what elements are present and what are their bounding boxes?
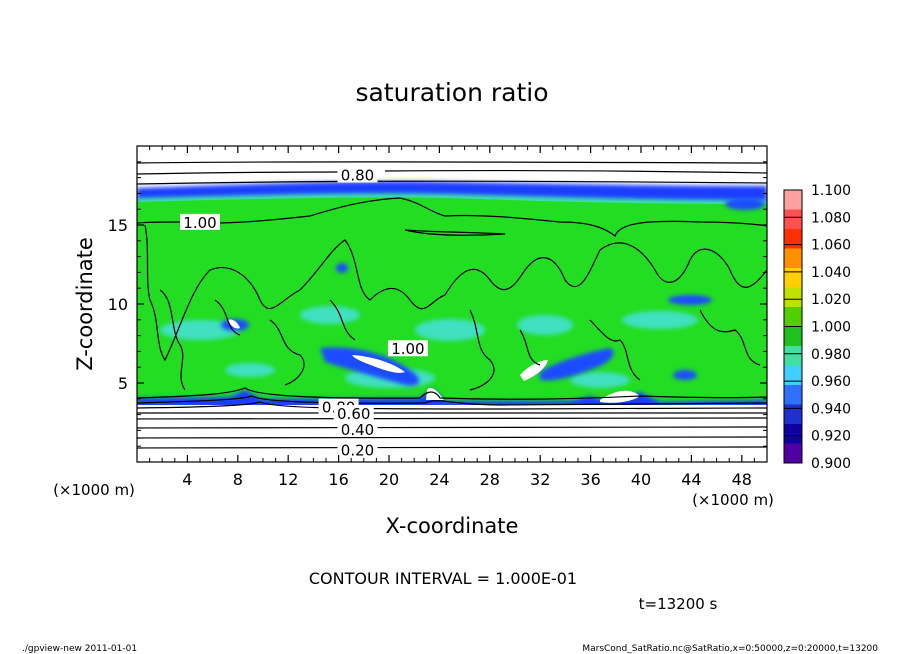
- lower-blue-band: [137, 388, 767, 408]
- contour-label-bg: [180, 213, 220, 230]
- colorbar-label: 0.920: [811, 429, 851, 445]
- colorbar-label: 0.900: [811, 456, 851, 472]
- colorbar-label: 0.960: [811, 374, 851, 390]
- x-tick-label: 44: [681, 470, 701, 489]
- colorbar-label: 0.940: [811, 401, 851, 417]
- colorbar-swatch: [784, 287, 802, 308]
- time-label: t=13200 s: [639, 595, 718, 613]
- colorbar-swatch: [784, 326, 802, 347]
- colorbar-swatch: [784, 307, 802, 327]
- x-tick-label: 28: [480, 470, 500, 489]
- contour-label: 0.60: [337, 405, 370, 423]
- z-axis: 5 10 15: [108, 161, 767, 447]
- x-tick-label: 48: [732, 470, 752, 489]
- colorbar-label: 1.000: [811, 320, 851, 336]
- chart-title: saturation ratio: [355, 78, 548, 107]
- cyan-patches: [160, 306, 698, 388]
- colorbar-swatch: [784, 190, 802, 210]
- colorbar-swatch: [784, 385, 802, 405]
- colorbar-label: 1.020: [811, 292, 851, 308]
- z-tick-label: 10: [108, 295, 128, 314]
- z-unit-label: (×1000 m): [53, 481, 135, 499]
- x-axis: 4 8 12 16 20 24 28 32 36 40 44 48: [149, 146, 755, 489]
- footer-right: MarsCond_SatRatio.nc@SatRatio,x=0:50000,…: [582, 644, 878, 654]
- contour-label-bg: [337, 420, 378, 437]
- x-tick-label: 16: [328, 470, 348, 489]
- colorbar-swatch: [784, 404, 802, 425]
- contour-lines: [137, 161, 767, 449]
- x-tick-label: 32: [530, 470, 550, 489]
- x-tick-label: 4: [182, 470, 192, 489]
- colorbar-label: 1.040: [811, 265, 851, 281]
- footer-left: ./gpview-new 2011-01-01: [22, 644, 137, 654]
- contour-label: 0.40: [341, 421, 374, 439]
- colorbar-label: 0.980: [811, 347, 851, 363]
- colorbar-label: 1.100: [811, 183, 851, 199]
- colorbar-swatch: [784, 209, 802, 230]
- colorbar-swatch: [784, 229, 802, 249]
- colorbar-swatch: [784, 346, 802, 366]
- z-tick-label: 5: [118, 374, 128, 393]
- colorbar-swatch: [784, 248, 802, 269]
- x-unit-label: (×1000 m): [692, 491, 774, 509]
- contour-labels: 0.801.001.000.800.600.400.20: [180, 166, 428, 459]
- contour-label-bg: [333, 405, 374, 422]
- contour-label: 1.00: [183, 214, 216, 232]
- contour-interval-text: CONTOUR INTERVAL = 1.000E-01: [309, 569, 577, 588]
- y-axis-label: Z-coordinate: [73, 237, 97, 371]
- contour-label: 1.00: [391, 340, 424, 358]
- contour-label: 0.20: [341, 441, 374, 459]
- dry-pockets: [228, 319, 640, 403]
- x-tick-label: 24: [429, 470, 449, 489]
- z-tick-label: 15: [108, 216, 128, 235]
- blue-patches: [221, 198, 765, 386]
- x-axis-label: X-coordinate: [386, 514, 519, 538]
- contour-label: 0.80: [341, 166, 374, 184]
- colorbar-label: 1.060: [811, 238, 851, 254]
- plot-area: 0.801.001.000.800.600.400.20: [137, 146, 767, 462]
- colorbar-swatch: [784, 365, 802, 386]
- colorbar-swatch: [784, 424, 802, 444]
- colorbar: 1.100 1.080 1.060 1.040 1.020 1.000 0.980 0.960…: [783, 183, 851, 472]
- colorbar-swatch: [784, 268, 802, 288]
- lower-dry-region: [137, 405, 767, 462]
- contour-label-bg: [337, 166, 378, 183]
- contour-label-bg: [337, 441, 378, 458]
- contour-label-bg: [387, 340, 428, 357]
- x-tick-label: 40: [631, 470, 651, 489]
- x-tick-label: 20: [379, 470, 399, 489]
- colorbar-swatch: [784, 443, 802, 464]
- x-tick-label: 12: [278, 470, 298, 489]
- colorbar-label: 1.080: [811, 210, 851, 226]
- x-tick-label: 36: [580, 470, 600, 489]
- x-tick-label: 8: [233, 470, 243, 489]
